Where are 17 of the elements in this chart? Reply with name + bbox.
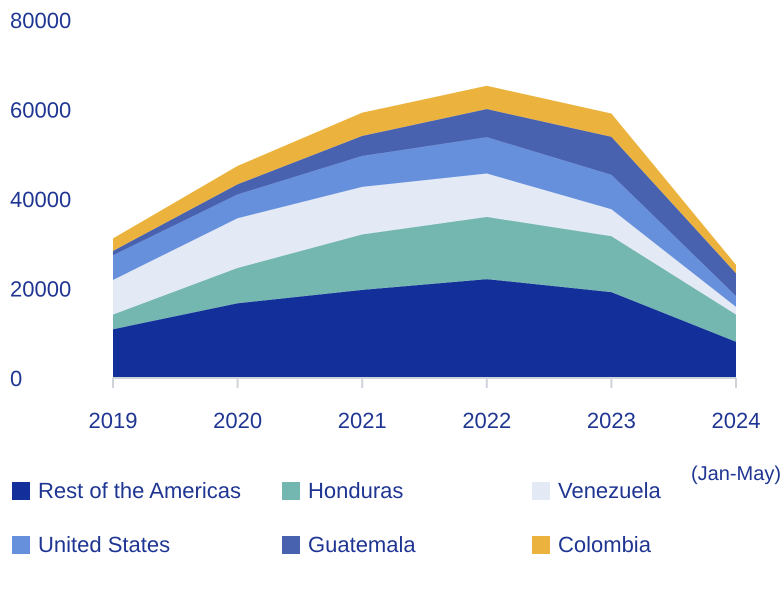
legend-label: United States: [38, 532, 170, 558]
legend-label: Honduras: [308, 478, 404, 504]
x-tick-label: 2023: [586, 408, 636, 433]
y-tick-label: 40000: [10, 187, 72, 212]
category-label: 2024 (Jan-May): [690, 408, 782, 485]
x-tick-label: 2020: [213, 408, 262, 433]
x-tick-label: 2019: [88, 408, 138, 433]
legend-label: Venezuela: [558, 478, 661, 504]
y-tick-label: 60000: [10, 98, 72, 122]
legend-label: Rest of the Americas: [38, 478, 241, 504]
legend-label: Colombia: [558, 532, 651, 558]
x-tick-label: 2022: [462, 408, 512, 433]
legend-label: Guatemala: [308, 532, 416, 558]
y-tick-label: 80000: [10, 8, 72, 33]
x-tick-label: 2021: [338, 408, 387, 433]
y-tick-label: 20000: [10, 276, 72, 302]
y-tick-label: 0: [10, 366, 22, 391]
